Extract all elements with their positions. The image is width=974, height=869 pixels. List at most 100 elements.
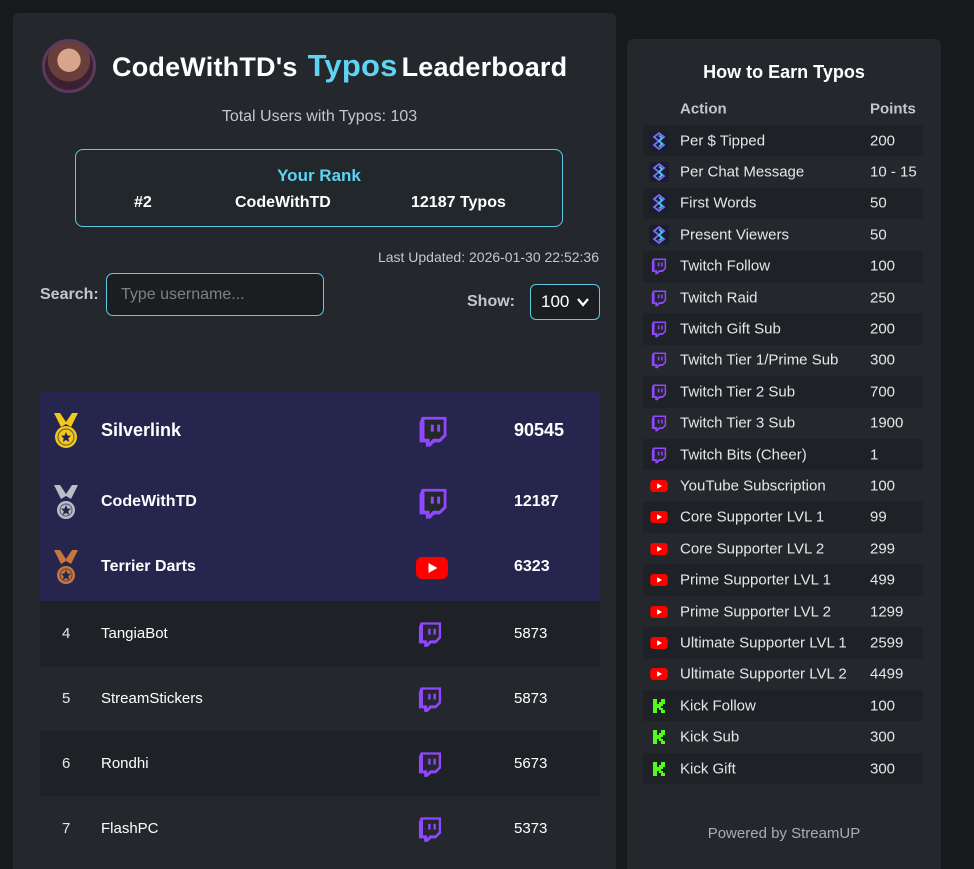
earn-action: Per $ Tipped bbox=[680, 132, 766, 150]
earn-row: Twitch Tier 3 Sub 1900 bbox=[643, 408, 923, 439]
youtube-icon bbox=[649, 664, 669, 684]
earn-row: Kick Follow 100 bbox=[643, 690, 923, 722]
twitch-icon bbox=[416, 486, 450, 520]
username: Terrier Darts bbox=[101, 557, 196, 575]
earn-row: Twitch Tier 2 Sub 700 bbox=[643, 376, 923, 408]
streamup-icon bbox=[649, 130, 669, 151]
powered-by: Powered by StreamUP bbox=[707, 825, 861, 842]
kick-icon bbox=[649, 727, 669, 747]
earn-action: Kick Gift bbox=[680, 760, 736, 777]
twitch-icon bbox=[416, 620, 444, 648]
earn-points: 300 bbox=[870, 728, 896, 746]
total-users: Total Users with Typos: 103 bbox=[221, 108, 418, 125]
streamup-icon bbox=[649, 193, 669, 214]
username: Rondhi bbox=[101, 754, 149, 772]
earn-points: 200 bbox=[870, 320, 896, 338]
earn-action: Prime Supporter LVL 2 bbox=[680, 603, 831, 621]
earn-points: 250 bbox=[870, 289, 896, 307]
earn-points: 499 bbox=[870, 571, 896, 589]
twitch-icon bbox=[416, 685, 444, 713]
show-count-value: 100 bbox=[541, 292, 570, 311]
search-input[interactable] bbox=[106, 273, 324, 316]
earn-action: Twitch Raid bbox=[680, 289, 758, 307]
earn-table-header: Action Points bbox=[643, 92, 923, 125]
youtube-icon bbox=[649, 602, 669, 622]
twitch-icon bbox=[649, 256, 669, 276]
score: 5373 bbox=[514, 819, 548, 837]
score: 5873 bbox=[514, 689, 548, 707]
title-accent: Typos bbox=[307, 48, 398, 83]
earn-table: Action Points Per $ Tipped 200 Per Chat Me… bbox=[643, 92, 923, 785]
earn-points: 700 bbox=[870, 383, 896, 401]
bronze-medal-icon bbox=[48, 548, 84, 588]
show-count-select[interactable]: 100 bbox=[530, 284, 600, 320]
twitch-icon bbox=[416, 815, 444, 843]
earn-row: Twitch Gift Sub 200 bbox=[643, 313, 923, 345]
earn-action: Kick Sub bbox=[680, 728, 740, 746]
chevron-down-icon bbox=[577, 298, 589, 307]
leaderboard-table: Silverlink 90545 CodeWithTD 12187 Terrier Da… bbox=[40, 391, 600, 861]
show-label: Show: bbox=[467, 293, 515, 310]
earn-row: Per Chat Message 10 - 15 bbox=[643, 156, 923, 187]
youtube-icon bbox=[649, 570, 669, 590]
earn-action: Twitch Tier 3 Sub bbox=[680, 414, 796, 432]
earn-action: Ultimate Supporter LVL 1 bbox=[680, 634, 847, 652]
col-action-header: Action bbox=[680, 100, 727, 117]
kick-icon bbox=[649, 696, 669, 716]
rank-number: 5 bbox=[62, 689, 71, 707]
earn-action: First Words bbox=[680, 194, 757, 212]
earn-action: Kick Follow bbox=[680, 697, 756, 715]
your-rank-position: #2 bbox=[134, 194, 152, 211]
score: 90545 bbox=[514, 420, 565, 441]
earn-row: Twitch Follow 100 bbox=[643, 250, 923, 282]
col-points-header: Points bbox=[870, 100, 916, 117]
earn-action: Twitch Follow bbox=[680, 257, 771, 275]
earn-row: Twitch Tier 1/Prime Sub 300 bbox=[643, 345, 923, 376]
twitch-icon bbox=[649, 319, 669, 339]
leaderboard-row[interactable]: 4 TangiaBot 5873 bbox=[40, 601, 600, 666]
kick-icon bbox=[649, 759, 669, 779]
earn-action: Ultimate Supporter LVL 2 bbox=[680, 665, 847, 683]
search-label: Search: bbox=[40, 286, 99, 303]
leaderboard-row[interactable]: 5 StreamStickers 5873 bbox=[40, 666, 600, 731]
username: Silverlink bbox=[101, 420, 182, 441]
earn-action: Twitch Gift Sub bbox=[680, 320, 781, 338]
earn-action: Twitch Bits (Cheer) bbox=[680, 446, 807, 464]
earn-points: 300 bbox=[870, 351, 896, 369]
earn-points: 1299 bbox=[870, 603, 904, 621]
twitch-icon bbox=[649, 445, 669, 465]
leaderboard-row[interactable]: 6 Rondhi 5673 bbox=[40, 731, 600, 796]
earn-points: 50 bbox=[870, 226, 887, 244]
earn-points: 99 bbox=[870, 508, 887, 526]
earn-row: Ultimate Supporter LVL 2 4499 bbox=[643, 659, 923, 690]
score: 12187 bbox=[514, 492, 559, 510]
gold-medal-icon bbox=[48, 411, 84, 451]
earn-points: 1 bbox=[870, 446, 879, 464]
earn-row: Present Viewers 50 bbox=[643, 219, 923, 250]
earn-row: Core Supporter LVL 1 99 bbox=[643, 501, 923, 534]
rank-number: 4 bbox=[62, 624, 71, 642]
earn-action: Twitch Tier 2 Sub bbox=[680, 383, 796, 401]
earn-action: Present Viewers bbox=[680, 226, 789, 244]
your-rank-title: Your Rank bbox=[277, 166, 361, 185]
earn-action: YouTube Subscription bbox=[680, 477, 826, 495]
leaderboard-row[interactable]: Terrier Darts 6323 bbox=[40, 534, 600, 601]
username: FlashPC bbox=[101, 819, 159, 837]
page-title: CodeWithTD's Typos Leaderboard bbox=[112, 48, 567, 84]
earn-row: Kick Sub 300 bbox=[643, 721, 923, 752]
earn-row: Prime Supporter LVL 2 1299 bbox=[643, 596, 923, 627]
earn-row: Twitch Bits (Cheer) 1 bbox=[643, 438, 923, 471]
earn-points: 100 bbox=[870, 477, 896, 495]
twitch-icon bbox=[649, 288, 669, 308]
twitch-icon bbox=[649, 350, 669, 370]
twitch-icon bbox=[649, 382, 669, 402]
earn-points: 200 bbox=[870, 132, 896, 150]
leaderboard-row[interactable]: Silverlink 90545 bbox=[40, 391, 600, 471]
earn-action: Per Chat Message bbox=[680, 163, 805, 181]
your-rank-card: Your Rank #2 CodeWithTD 12187 Typos bbox=[75, 149, 563, 227]
leaderboard-row[interactable]: 7 FlashPC 5373 bbox=[40, 796, 600, 861]
earn-points: 299 bbox=[870, 540, 896, 558]
score: 6323 bbox=[514, 557, 550, 575]
leaderboard-row[interactable]: CodeWithTD 12187 bbox=[40, 471, 600, 534]
last-updated: Last Updated: 2026-01-30 22:52:36 bbox=[377, 249, 599, 265]
